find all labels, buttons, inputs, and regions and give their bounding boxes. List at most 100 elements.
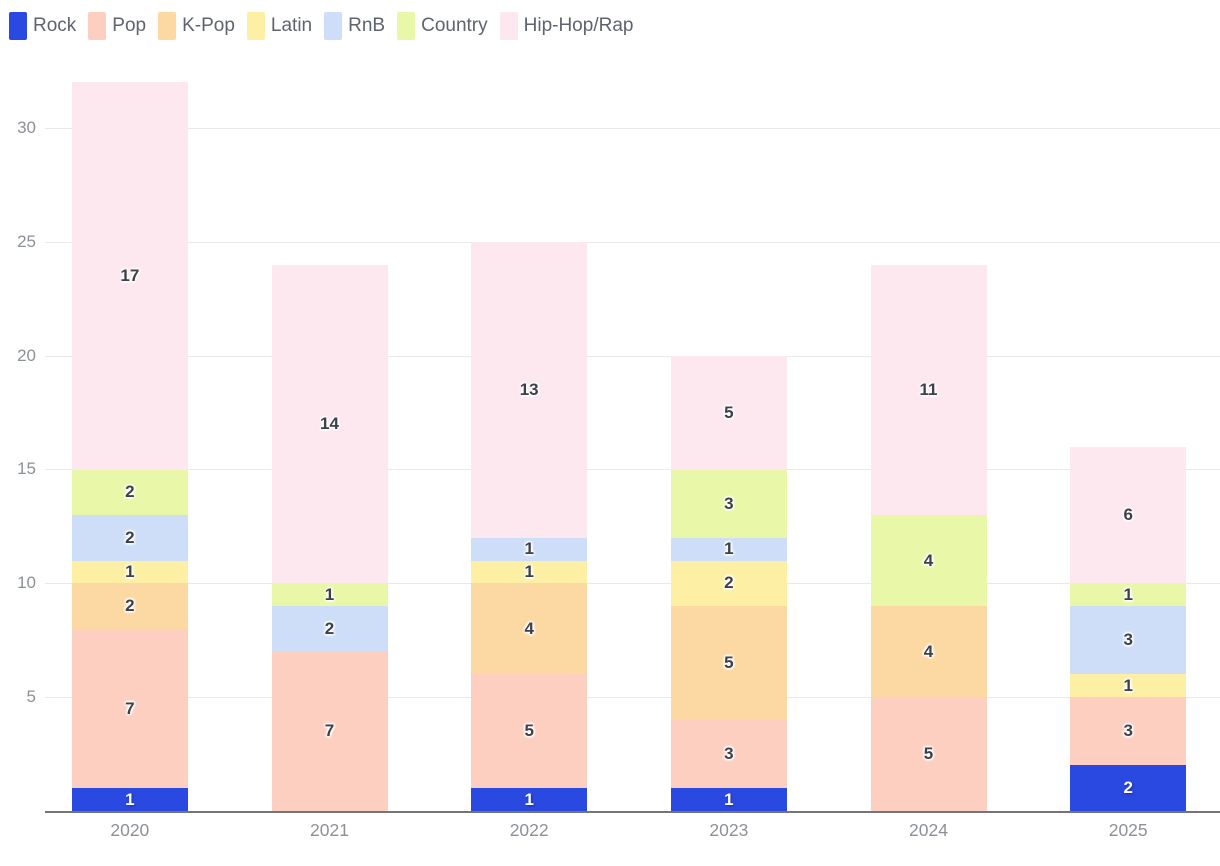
segment-pop-2024: 5 xyxy=(870,697,987,811)
gridline-5 xyxy=(45,697,1220,699)
bar-slot-2020: 1 7 2 1 2 2 17 xyxy=(30,0,230,811)
segment-pop-2021: 7 xyxy=(271,651,388,811)
segment-rnb-2025: 3 xyxy=(1070,606,1187,675)
segment-value-label: 3 xyxy=(1123,630,1133,650)
legend-item-k-pop[interactable]: K-Pop xyxy=(158,12,235,40)
segment-k-pop-2023: 5 xyxy=(670,606,787,720)
legend-label: Country xyxy=(421,15,488,36)
gridline-25 xyxy=(45,241,1220,243)
segment-k-pop-2022: 4 xyxy=(471,583,588,675)
segment-value-label: 5 xyxy=(724,402,734,422)
segment-rock-2025: 2 xyxy=(1070,765,1187,811)
segment-hip-hop-rap-2024: 11 xyxy=(870,264,987,515)
segment-hip-hop-rap-2025: 6 xyxy=(1070,446,1187,584)
legend-swatch-rock-icon xyxy=(9,12,27,40)
legend: Rock Pop K-Pop Latin RnB Country Hip-Hop/Rap xyxy=(9,12,645,40)
gridline-30 xyxy=(45,127,1220,129)
x-tick-2023: 2023 xyxy=(709,820,749,840)
legend-swatch-hip-hop-rap-icon xyxy=(499,12,518,40)
segment-value-label: 11 xyxy=(919,379,938,399)
legend-item-country[interactable]: Country xyxy=(397,12,488,40)
segment-value-label: 7 xyxy=(324,721,335,741)
segment-hip-hop-rap-2023: 5 xyxy=(670,355,787,470)
segment-rock-2020: 1 xyxy=(71,788,188,811)
legend-swatch-latin-icon xyxy=(246,12,265,40)
x-tick-2022: 2022 xyxy=(509,820,549,840)
x-tick-2025: 2025 xyxy=(1108,820,1148,840)
legend-item-rock[interactable]: Rock xyxy=(9,12,76,40)
y-tick-25: 25 xyxy=(17,231,36,251)
legend-item-rnb[interactable]: RnB xyxy=(324,12,385,40)
bar-2023: 1 3 5 2 1 3 5 xyxy=(670,355,787,811)
legend-item-hip-hop-rap[interactable]: Hip-Hop/Rap xyxy=(499,12,634,40)
segment-value-label: 1 xyxy=(724,539,734,559)
segment-rnb-2023: 1 xyxy=(670,537,787,561)
y-tick-10: 10 xyxy=(17,573,36,593)
segment-rock-2022: 1 xyxy=(471,788,588,811)
gridline-15 xyxy=(45,469,1220,471)
segment-value-label: 2 xyxy=(1123,778,1133,798)
segment-pop-2022: 5 xyxy=(471,674,588,789)
segment-value-label: 3 xyxy=(724,744,734,764)
segment-pop-2020: 7 xyxy=(71,628,188,789)
segment-value-label: 2 xyxy=(125,527,135,547)
bar-slot-2021: 7 2 1 14 xyxy=(230,0,430,811)
segment-country-2020: 2 xyxy=(71,469,188,516)
legend-label: RnB xyxy=(348,15,386,36)
segment-value-label: 2 xyxy=(125,482,135,502)
segment-value-label: 1 xyxy=(324,584,335,604)
y-tick-15: 15 xyxy=(17,459,36,479)
segment-value-label: 1 xyxy=(524,539,534,559)
legend-label: Latin xyxy=(270,15,313,36)
segment-country-2023: 3 xyxy=(670,469,787,538)
segment-latin-2020: 1 xyxy=(71,560,188,584)
segment-latin-2022: 1 xyxy=(471,560,588,584)
legend-swatch-country-icon xyxy=(397,12,416,40)
legend-label: K-Pop xyxy=(182,15,235,36)
segment-value-label: 1 xyxy=(524,561,534,581)
segment-value-label: 1 xyxy=(1123,675,1133,695)
legend-label: Hip-Hop/Rap xyxy=(523,15,634,36)
gridline-10 xyxy=(45,583,1220,585)
bar-2025: 2 3 1 3 1 6 xyxy=(1070,446,1187,811)
segment-value-label: 2 xyxy=(724,573,734,593)
segment-value-label: 5 xyxy=(923,744,934,764)
legend-swatch-k-pop-icon xyxy=(158,12,177,40)
segment-hip-hop-rap-2021: 14 xyxy=(271,264,388,584)
y-tick-30: 30 xyxy=(17,117,36,137)
gridline-20 xyxy=(45,355,1220,357)
legend-item-pop[interactable]: Pop xyxy=(88,12,146,40)
legend-swatch-pop-icon xyxy=(88,12,107,40)
segment-value-label: 2 xyxy=(125,596,135,616)
plot-area: 1 7 2 1 2 2 17 7 2 1 14 1 5 4 1 1 13 1 3 5 2 1 3 5 5 4 4 11 2 3 1 3 1 6 xyxy=(30,0,1220,811)
bar-2021: 7 2 1 14 xyxy=(271,264,388,811)
segment-hip-hop-rap-2022: 13 xyxy=(471,241,588,538)
segment-rnb-2021: 2 xyxy=(271,606,388,652)
segment-k-pop-2020: 2 xyxy=(71,583,188,629)
segment-value-label: 3 xyxy=(724,493,734,513)
x-axis-labels: 2020 2021 2022 2023 2024 2025 xyxy=(30,820,1220,841)
segment-k-pop-2024: 4 xyxy=(870,606,987,698)
segment-country-2024: 4 xyxy=(870,515,987,607)
segment-value-label: 5 xyxy=(724,653,734,673)
segment-value-label: 1 xyxy=(125,561,135,581)
segment-value-label: 1 xyxy=(724,789,734,809)
segment-value-label: 1 xyxy=(1123,584,1133,604)
bar-slot-2024: 5 4 4 11 xyxy=(829,0,1029,811)
segment-rnb-2020: 2 xyxy=(71,515,188,561)
x-tick-2024: 2024 xyxy=(909,820,948,840)
bar-slot-2023: 1 3 5 2 1 3 5 xyxy=(629,0,829,811)
segment-value-label: 1 xyxy=(125,789,135,809)
segment-value-label: 4 xyxy=(923,550,934,570)
legend-swatch-rnb-icon xyxy=(324,12,343,40)
segment-country-2021: 1 xyxy=(271,583,388,607)
segment-pop-2025: 3 xyxy=(1070,697,1187,766)
segment-value-label: 7 xyxy=(125,698,135,718)
segment-value-label: 1 xyxy=(524,789,534,809)
segment-value-label: 2 xyxy=(324,618,335,638)
legend-item-latin[interactable]: Latin xyxy=(246,12,313,40)
y-tick-20: 20 xyxy=(17,345,36,365)
y-tick-5: 5 xyxy=(26,687,36,707)
legend-label: Pop xyxy=(112,15,147,36)
